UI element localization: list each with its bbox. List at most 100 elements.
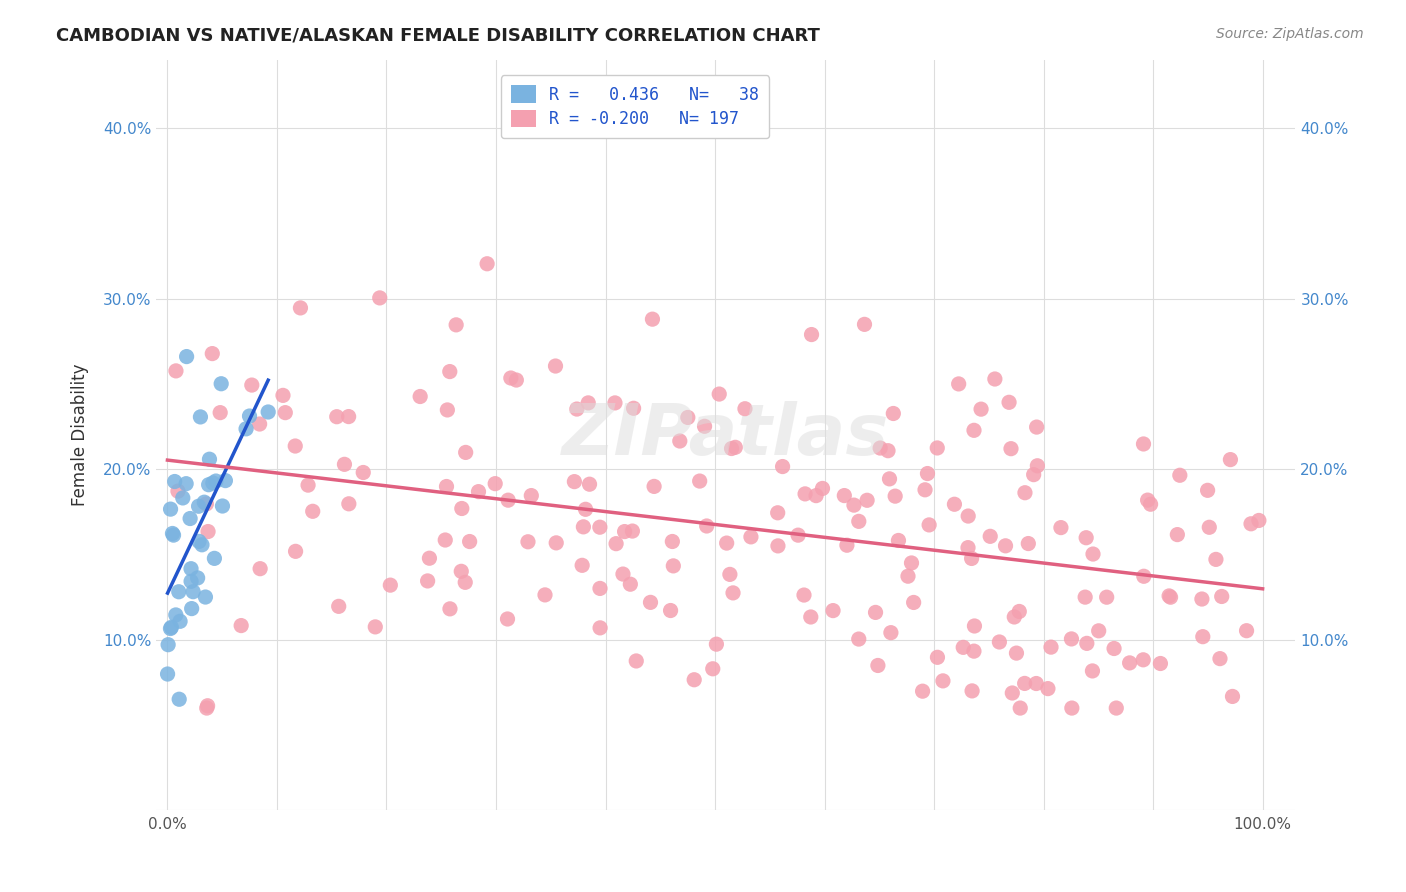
Natives/Alaskans xyxy=(1014,485,1036,500)
Natives/Alaskans xyxy=(454,575,477,590)
Natives/Alaskans xyxy=(994,539,1017,553)
Natives/Alaskans xyxy=(544,359,567,373)
Natives/Alaskans xyxy=(572,520,595,534)
Natives/Alaskans xyxy=(689,474,711,488)
Natives/Alaskans xyxy=(1026,458,1049,473)
Natives/Alaskans xyxy=(960,684,983,698)
Natives/Alaskans xyxy=(716,536,738,550)
Natives/Alaskans xyxy=(1209,651,1232,665)
Natives/Alaskans xyxy=(564,475,586,489)
Natives/Alaskans xyxy=(1074,590,1097,604)
Natives/Alaskans xyxy=(943,497,966,511)
Natives/Alaskans xyxy=(948,376,970,391)
Natives/Alaskans xyxy=(1236,624,1258,638)
Natives/Alaskans xyxy=(454,445,477,459)
Natives/Alaskans xyxy=(574,502,596,516)
Natives/Alaskans xyxy=(900,556,922,570)
Natives/Alaskans xyxy=(1005,646,1028,660)
Natives/Alaskans xyxy=(1166,527,1188,541)
Natives/Alaskans xyxy=(605,536,627,550)
Natives/Alaskans xyxy=(1025,420,1047,434)
Natives/Alaskans xyxy=(720,442,742,456)
Natives/Alaskans xyxy=(1002,610,1025,624)
Natives/Alaskans xyxy=(1211,590,1233,604)
Cambodians xyxy=(157,638,180,652)
Natives/Alaskans xyxy=(661,534,683,549)
Natives/Alaskans xyxy=(963,644,986,658)
Natives/Alaskans xyxy=(1198,520,1220,534)
Natives/Alaskans xyxy=(1025,676,1047,690)
Natives/Alaskans xyxy=(274,406,297,420)
Natives/Alaskans xyxy=(834,489,856,503)
Natives/Alaskans xyxy=(167,484,190,499)
Natives/Alaskans xyxy=(1060,632,1083,646)
Natives/Alaskans xyxy=(619,577,641,591)
Natives/Alaskans xyxy=(450,564,472,578)
Natives/Alaskans xyxy=(693,419,716,434)
Natives/Alaskans xyxy=(565,402,588,417)
Natives/Alaskans xyxy=(914,483,936,497)
Cambodians xyxy=(159,502,181,516)
Cambodians xyxy=(180,562,202,576)
Natives/Alaskans xyxy=(416,574,439,588)
Natives/Alaskans xyxy=(434,533,457,547)
Cambodians xyxy=(202,551,225,566)
Natives/Alaskans xyxy=(884,489,907,503)
Natives/Alaskans xyxy=(766,539,789,553)
Cambodians xyxy=(162,528,184,542)
Natives/Alaskans xyxy=(640,595,662,609)
Natives/Alaskans xyxy=(571,558,593,573)
Natives/Alaskans xyxy=(603,396,626,410)
Natives/Alaskans xyxy=(988,635,1011,649)
Legend: R =   0.436   N=   38, R = -0.200   N= 197: R = 0.436 N= 38, R = -0.200 N= 197 xyxy=(501,76,769,138)
Natives/Alaskans xyxy=(932,673,955,688)
Cambodians xyxy=(197,477,219,491)
Natives/Alaskans xyxy=(418,551,440,566)
Cambodians xyxy=(165,607,187,622)
Natives/Alaskans xyxy=(337,497,360,511)
Natives/Alaskans xyxy=(1118,656,1140,670)
Cambodians xyxy=(179,511,201,525)
Natives/Alaskans xyxy=(734,401,756,416)
Natives/Alaskans xyxy=(612,567,634,582)
Cambodians xyxy=(214,474,236,488)
Natives/Alaskans xyxy=(326,409,349,424)
Natives/Alaskans xyxy=(284,544,307,558)
Natives/Alaskans xyxy=(1149,657,1171,671)
Natives/Alaskans xyxy=(1001,686,1024,700)
Natives/Alaskans xyxy=(450,501,472,516)
Cambodians xyxy=(238,409,260,423)
Natives/Alaskans xyxy=(1191,592,1213,607)
Natives/Alaskans xyxy=(436,479,458,493)
Cambodians xyxy=(187,571,209,585)
Natives/Alaskans xyxy=(195,497,218,511)
Natives/Alaskans xyxy=(641,312,664,326)
Natives/Alaskans xyxy=(848,632,870,646)
Natives/Alaskans xyxy=(380,578,402,592)
Natives/Alaskans xyxy=(1105,701,1128,715)
Natives/Alaskans xyxy=(589,582,612,596)
Natives/Alaskans xyxy=(1081,547,1104,561)
Natives/Alaskans xyxy=(1222,690,1244,704)
Natives/Alaskans xyxy=(887,533,910,548)
Natives/Alaskans xyxy=(467,484,489,499)
Natives/Alaskans xyxy=(1087,624,1109,638)
Natives/Alaskans xyxy=(1139,497,1161,511)
Natives/Alaskans xyxy=(869,441,891,455)
Natives/Alaskans xyxy=(589,621,612,635)
Natives/Alaskans xyxy=(956,541,979,555)
Natives/Alaskans xyxy=(811,482,834,496)
Natives/Alaskans xyxy=(505,373,527,387)
Natives/Alaskans xyxy=(1205,552,1227,566)
Natives/Alaskans xyxy=(1081,664,1104,678)
Natives/Alaskans xyxy=(911,684,934,698)
Natives/Alaskans xyxy=(721,586,744,600)
Natives/Alaskans xyxy=(301,504,323,518)
Natives/Alaskans xyxy=(880,625,903,640)
Natives/Alaskans xyxy=(1050,520,1073,534)
Natives/Alaskans xyxy=(1076,531,1098,545)
Natives/Alaskans xyxy=(439,602,461,616)
Cambodians xyxy=(201,475,224,490)
Natives/Alaskans xyxy=(1060,701,1083,715)
Natives/Alaskans xyxy=(821,604,844,618)
